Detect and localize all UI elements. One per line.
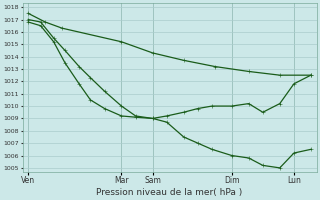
X-axis label: Pression niveau de la mer( hPa ): Pression niveau de la mer( hPa ) bbox=[96, 188, 243, 197]
